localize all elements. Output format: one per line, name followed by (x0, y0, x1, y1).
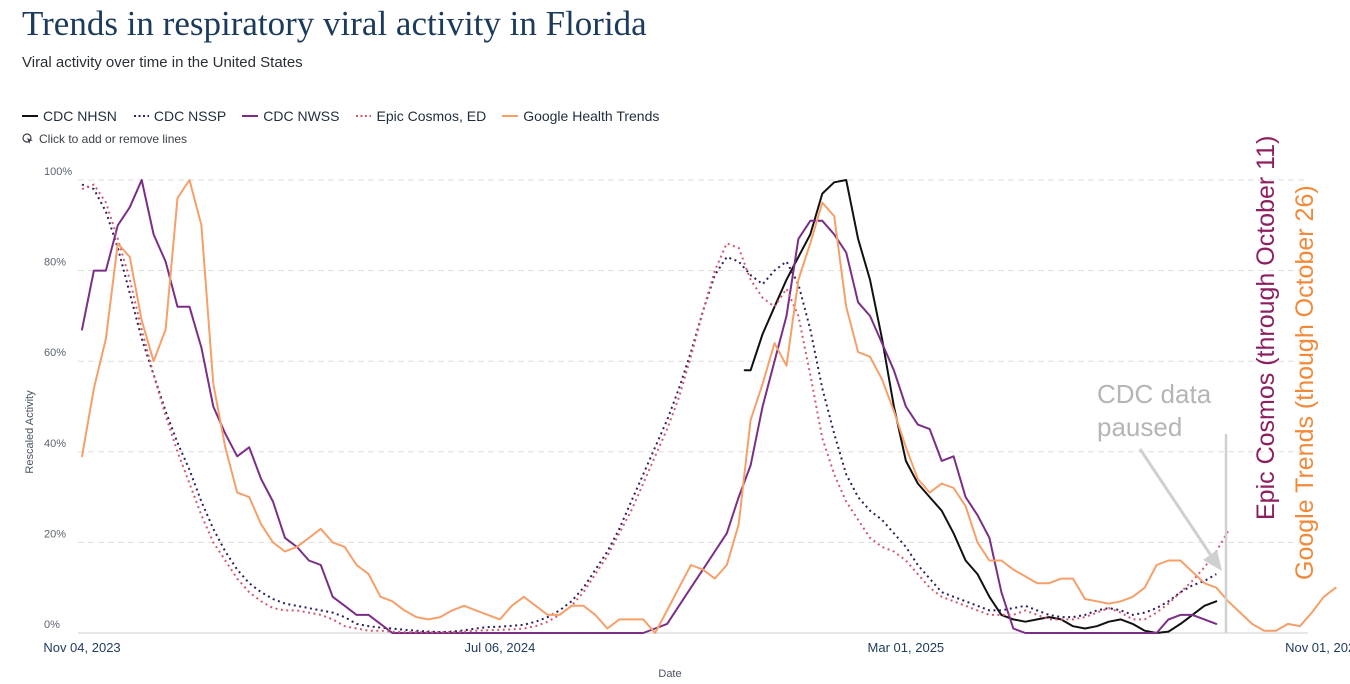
y-tick-label: 40% (44, 438, 66, 450)
x-tick-label: Nov 04, 2023 (43, 640, 120, 655)
series-line-cdc-nssp[interactable] (81, 183, 1217, 634)
legend-hint-text: Click to add or remove lines (39, 132, 188, 146)
legend-item-cdc-nssp[interactable]: CDC NSSP (133, 108, 226, 124)
chart-title: Trends in respiratory viral activity in … (22, 4, 647, 43)
y-tick-label: 80% (44, 257, 66, 269)
x-axis-label: Date (658, 668, 681, 680)
series-line-google-health-trends[interactable] (81, 179, 1337, 634)
annotation-google-trends: Google Trends (though October 26) (1291, 185, 1319, 580)
grid (78, 179, 1308, 634)
annotation-cdc-paused-line2: paused (1097, 412, 1182, 442)
annotations: CDC data paused Epic Cosmos (through Oct… (1097, 136, 1319, 633)
legend: CDC NHSN CDC NSSP CDC NWSS Epic Cosmos, … (22, 108, 675, 124)
chart-subtitle: Viral activity over time in the United S… (22, 54, 303, 71)
x-tick-label: Nov 01, 2025 (1285, 640, 1350, 655)
legend-swatch-solid-icon (502, 115, 519, 117)
series-line-epic-cosmos-ed[interactable] (81, 183, 1230, 634)
legend-item-cdc-nwss[interactable]: CDC NWSS (242, 108, 339, 124)
legend-label: CDC NSSP (153, 108, 227, 124)
legend-label: CDC NWSS (263, 108, 340, 124)
y-tick-label: 60% (44, 347, 66, 359)
legend-item-epic-cosmos[interactable]: Epic Cosmos, ED (355, 108, 486, 124)
y-tick-label: 100% (44, 166, 72, 178)
annotation-epic-cosmos: Epic Cosmos (through October 11) (1252, 136, 1280, 520)
legend-label: Google Health Trends (523, 108, 660, 124)
legend-swatch-solid-icon (22, 115, 38, 117)
click-pointer-icon (22, 133, 33, 144)
annotation-cdc-paused-line1: CDC data (1097, 379, 1212, 409)
x-tick-label: Jul 06, 2024 (464, 640, 535, 655)
series-line-cdc-nhsn[interactable] (743, 179, 1218, 634)
legend-label: Epic Cosmos, ED (376, 108, 487, 124)
series-lines (81, 179, 1337, 634)
x-axis-ticks: Nov 04, 2023 Jul 06, 2024 Mar 01, 2025 Nov … (43, 640, 1350, 655)
legend-item-google-health-trends[interactable]: Google Health Trends (502, 108, 659, 124)
y-tick-label: 20% (44, 528, 66, 540)
legend-item-cdc-nhsn[interactable]: CDC NHSN (22, 108, 117, 124)
legend-swatch-solid-icon (242, 115, 259, 117)
y-axis-ticks: 0% 20% 40% 60% 80% 100% (44, 166, 72, 631)
legend-hint: Click to add or remove lines (22, 132, 187, 146)
annotation-arrow-shaft (1138, 448, 1216, 561)
x-tick-label: Mar 01, 2025 (868, 640, 945, 655)
annotation-arrow-head-icon (1203, 550, 1222, 571)
series-line-cdc-nwss[interactable] (81, 179, 1218, 634)
legend-label: CDC NHSN (43, 108, 117, 124)
y-axis-label: Rescaled Activity (24, 390, 36, 474)
y-tick-label: 0% (44, 619, 60, 631)
